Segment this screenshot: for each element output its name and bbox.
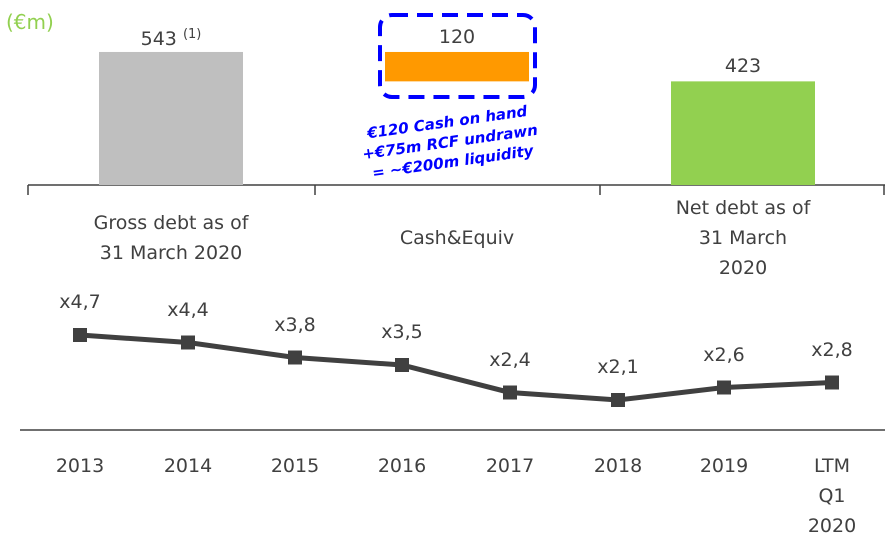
value-label: x4,7 (59, 291, 101, 313)
line (79, 332, 833, 403)
footnote-marker: (1) (182, 26, 202, 42)
marker (395, 358, 409, 372)
highlight-box (378, 13, 537, 99)
bar (99, 51, 243, 186)
category-label: LTM Q1 2020 (807, 455, 857, 537)
marker (717, 380, 731, 395)
marker (288, 350, 302, 365)
slide: (€m) €120 Cash on hand +€75m RCF undrawn =… (6, 10, 885, 537)
category-label: Cash&Equiv (399, 227, 515, 249)
value-label: 423 (724, 55, 762, 78)
bar (671, 81, 815, 185)
category-label: 2018 (593, 455, 643, 477)
unit-label: (€m) (6, 10, 54, 34)
value-label: x3,5 (381, 321, 423, 343)
category-label: 2017 (485, 455, 535, 477)
value-label: x3,8 (274, 313, 316, 336)
category-label: 2013 (55, 455, 105, 477)
marker (181, 335, 195, 350)
value-label: x4,4 (167, 298, 209, 321)
value-label: x2,8 (811, 338, 853, 361)
category-label: 2016 (377, 455, 427, 477)
value-label: x2,4 (489, 348, 531, 371)
chart (20, 13, 885, 431)
value-label: x2,6 (703, 343, 745, 366)
category-label: 2019 (699, 455, 749, 477)
marker (73, 328, 87, 342)
value-label: 120 (438, 25, 476, 48)
value-label: x2,1 (597, 356, 639, 378)
value-label: 543 (1) (140, 26, 202, 51)
marker (503, 385, 517, 400)
bar (385, 51, 529, 82)
marker (611, 393, 625, 407)
marker (825, 375, 839, 390)
category-label: Gross debt as of 31 March 2020 (93, 212, 249, 264)
category-label: Net debt as of 31 March 2020 (675, 197, 811, 279)
category-label: 2015 (270, 455, 320, 477)
category-label: 2014 (163, 455, 213, 477)
